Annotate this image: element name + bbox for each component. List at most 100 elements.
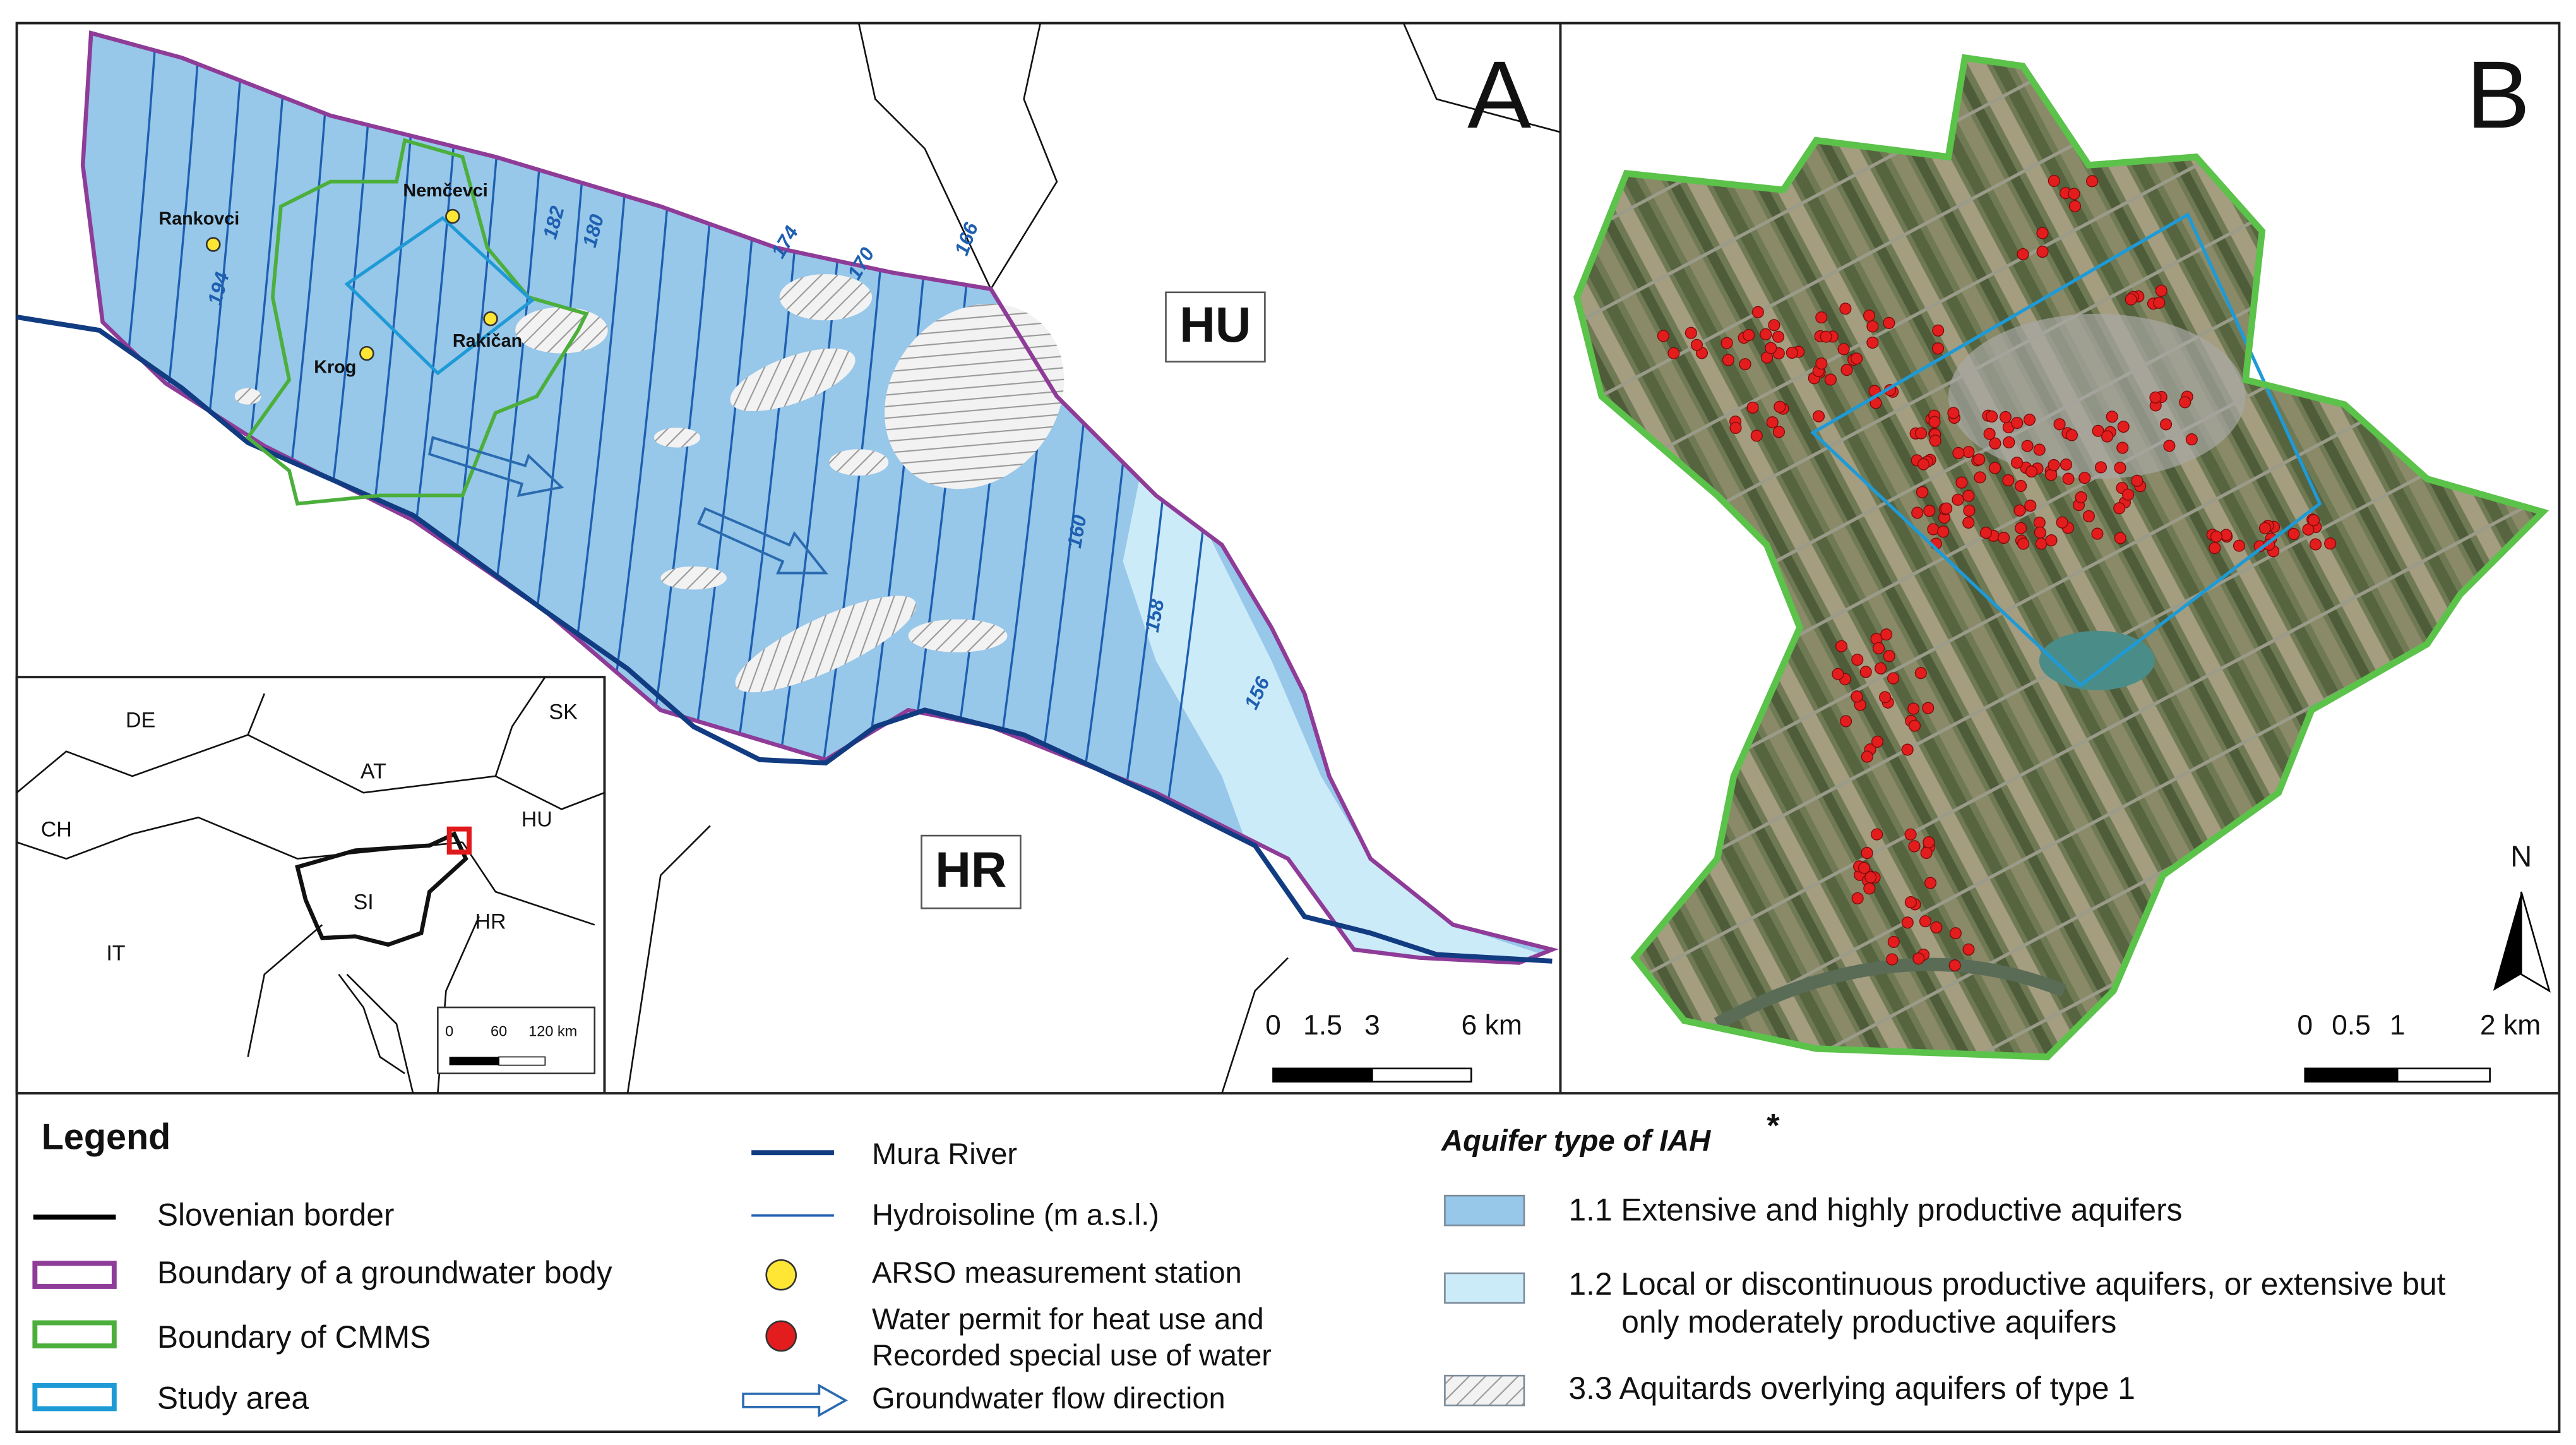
permit-dot	[2048, 174, 2060, 187]
mura-river	[16, 315, 1553, 964]
permit-dot	[1998, 532, 2010, 544]
permit-dot	[1901, 743, 1914, 756]
permit-dot	[2023, 414, 2036, 426]
inset-map	[15, 676, 606, 1094]
permit-dot	[1772, 426, 1786, 438]
permit-dot	[2035, 537, 2048, 550]
permit-dot	[1760, 328, 1772, 340]
permit-dot	[1923, 505, 1936, 517]
permit-dot	[1875, 662, 1887, 675]
permit-dot	[2149, 391, 2162, 404]
permit-dot	[1989, 462, 2001, 474]
permit-dot	[1983, 428, 1996, 440]
scale-bar	[2396, 1067, 2491, 1083]
permit-dot	[2060, 459, 2072, 471]
scale-bar	[2304, 1067, 2399, 1083]
permit-dot	[1729, 421, 1742, 435]
permit-dot	[2068, 188, 2080, 200]
permit-dot	[2209, 542, 2221, 555]
scale-label: 0	[1265, 1010, 1281, 1041]
permit-dot	[1999, 411, 2012, 423]
station-label: Rakičan	[453, 331, 522, 351]
permit-dot	[2015, 479, 2027, 493]
legend-title: Legend	[42, 1117, 171, 1157]
permit-dot	[1765, 342, 1777, 354]
permit-dot	[1923, 836, 1935, 849]
permit-dot	[2062, 472, 2075, 485]
permit-dot	[1766, 416, 1779, 429]
permit-dot	[1886, 953, 1899, 966]
permit-dot	[2302, 523, 2315, 536]
permit-dot	[2179, 396, 2191, 409]
permit-dot	[1879, 691, 1892, 704]
permit-dot	[1839, 303, 1852, 315]
north-label: N	[2510, 839, 2532, 873]
legend-item: 3.3 Aquitards overlying aquifers of type…	[1569, 1370, 2135, 1406]
permit-dot	[1815, 311, 1828, 324]
scale-label: 0.5	[2332, 1010, 2371, 1041]
permit-dot	[1820, 330, 1832, 343]
country-label: AT	[361, 760, 386, 784]
permit-dot	[2233, 539, 2246, 552]
study-area	[344, 215, 535, 376]
border	[626, 23, 1561, 1094]
permit-dot	[1947, 407, 1960, 419]
country-label: SK	[549, 700, 578, 724]
legend-item: only moderately productive aquifers	[1621, 1304, 2116, 1340]
permit-dot	[1786, 346, 1798, 359]
scale-label: 120 km	[528, 1023, 577, 1040]
permit-dot	[1937, 525, 1950, 538]
permit-dot	[2114, 462, 2126, 474]
legend-item: Hydroisoline (m a.s.l.)	[872, 1198, 1159, 1232]
permit-dot	[2106, 411, 2118, 423]
permit-dot	[2056, 516, 2068, 529]
panel-label: B	[2466, 42, 2530, 148]
permit-dot	[1768, 319, 1780, 332]
permit-dot	[1948, 959, 1961, 972]
permit-dot	[1904, 896, 1917, 909]
permit-dot	[1919, 915, 1932, 928]
permit-dot	[2155, 284, 2168, 297]
permit-dot	[2078, 472, 2091, 484]
permit-dot	[1739, 358, 1751, 371]
scale-label: 1	[2390, 1010, 2406, 1041]
permit-dot	[1924, 877, 1937, 889]
scale-bar	[1272, 1067, 1472, 1083]
permit-dot	[1861, 847, 1873, 860]
permit-dot	[2114, 532, 2126, 544]
permit-dot	[1851, 352, 1863, 365]
permit-dot	[1851, 690, 1863, 703]
permit-dot	[1685, 327, 1697, 339]
isoline-label: 166	[950, 219, 982, 258]
legend-item: Boundary of CMMS	[157, 1319, 431, 1355]
permit-dot	[2053, 418, 2066, 431]
permit-dot	[1859, 666, 1872, 678]
permit-dot	[1989, 437, 2001, 450]
permit-dot	[2163, 440, 2176, 452]
flow-arrows	[428, 436, 828, 575]
permit-dot	[1815, 357, 1828, 370]
scale-label: 0	[445, 1023, 453, 1040]
permit-dot	[1931, 342, 1945, 355]
permit-dot	[2153, 296, 2166, 309]
legend-item: 1.2 Local or discontinuous productive aq…	[1569, 1266, 2446, 1302]
permit-dot	[1932, 324, 1945, 337]
legend-item: Boundary of a groundwater body	[157, 1255, 612, 1290]
permit-dot	[1952, 447, 1965, 459]
permit-dot	[1887, 935, 1900, 948]
permit-dot	[1887, 672, 1900, 685]
water-permits	[1657, 174, 2337, 972]
permit-dot	[1907, 702, 1920, 715]
country-label: CH	[41, 817, 72, 841]
permit-dot	[1835, 640, 1848, 652]
permit-dot	[1912, 952, 1925, 965]
permit-dot	[2068, 200, 2081, 212]
permit-dot	[1690, 339, 1703, 351]
permit-dot	[2258, 522, 2272, 534]
permit-dot	[1974, 471, 1986, 484]
permit-dot	[2033, 443, 2046, 456]
permit-dot	[1928, 416, 1941, 428]
permit-dot	[1927, 523, 1940, 536]
permit-dot	[2013, 504, 2026, 517]
